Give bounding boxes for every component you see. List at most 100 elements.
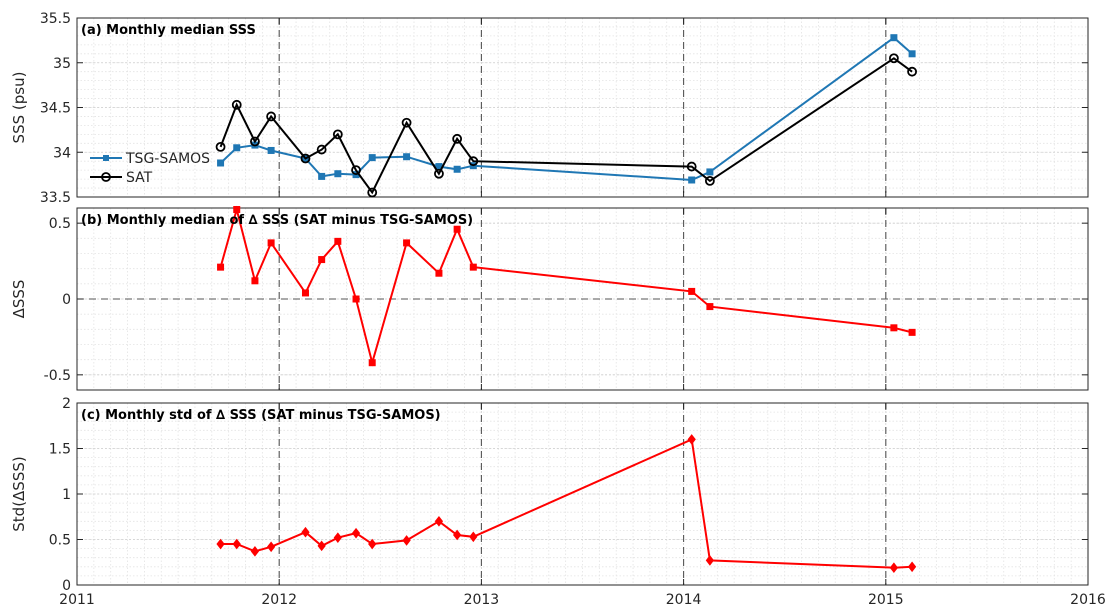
data-point xyxy=(215,141,226,152)
y-tick-label: 0.5 xyxy=(49,533,71,549)
data-point xyxy=(351,165,361,176)
panel-a: 33.5 34 34.5 35 35.5 SSS (psu) (a) Monthly med… xyxy=(10,11,1089,206)
data-point xyxy=(705,555,715,566)
panel-title: (a) Monthly median SSS xyxy=(81,23,256,38)
data-point xyxy=(890,34,898,42)
y-tick-label: 0 xyxy=(62,578,71,594)
data-point xyxy=(317,540,326,552)
legend-label: TSG-SAMOS xyxy=(125,151,210,167)
data-point xyxy=(688,176,696,184)
data-point xyxy=(453,225,461,233)
data-point xyxy=(368,359,376,367)
data-point xyxy=(402,535,411,546)
data-point xyxy=(907,561,917,573)
y-tick-label: 33.5 xyxy=(40,190,71,206)
data-point xyxy=(251,277,259,285)
data-point xyxy=(367,187,378,198)
data-point xyxy=(706,168,714,176)
x-tick-label: 2012 xyxy=(261,592,297,608)
data-point xyxy=(233,206,241,214)
y-tick-label: 0 xyxy=(62,292,71,308)
legend: TSG-SAMOS SAT xyxy=(90,151,210,186)
panel-c: 0 0.5 1 1.5 2 2011 2012 2013 2014 2015 2016 Std(ΔSS… xyxy=(10,396,1106,608)
legend-marker xyxy=(101,172,111,182)
data-point xyxy=(232,538,241,550)
data-point xyxy=(468,156,479,167)
data-point xyxy=(908,328,916,336)
y-tick-label: -0.5 xyxy=(44,368,71,384)
x-tick-label: 2015 xyxy=(868,592,904,608)
data-point xyxy=(316,144,327,155)
data-point xyxy=(890,324,898,332)
y-tick-label: 34 xyxy=(53,145,71,161)
data-point xyxy=(231,99,242,110)
series-line xyxy=(219,205,913,367)
data-point xyxy=(217,159,225,167)
data-point xyxy=(368,154,376,162)
data-point xyxy=(267,146,275,154)
data-point xyxy=(334,237,342,245)
data-point xyxy=(250,136,260,147)
data-point xyxy=(352,295,360,303)
data-point xyxy=(233,144,241,152)
data-point xyxy=(434,168,444,179)
panel-b: -0.5 0 0.5 ΔSSS (b) Monthly median of ∆ SSS … xyxy=(10,205,1089,391)
y-tick-label: 35.5 xyxy=(40,11,71,27)
legend-marker xyxy=(103,155,109,161)
x-tick-label: 2016 xyxy=(1070,592,1106,608)
data-point xyxy=(333,532,342,543)
data-point xyxy=(401,117,412,128)
data-point xyxy=(216,538,225,550)
data-point xyxy=(403,153,411,161)
data-point xyxy=(452,133,463,144)
data-point xyxy=(266,541,276,553)
data-point xyxy=(368,538,377,550)
data-point xyxy=(469,531,478,543)
data-point xyxy=(687,434,696,445)
x-tick-label: 2014 xyxy=(666,592,702,608)
data-point xyxy=(300,153,311,164)
x-tick-label: 2013 xyxy=(464,592,500,608)
y-tick-label: 34.5 xyxy=(40,101,71,117)
panel-title: (c) Monthly std of ∆ SSS (SAT minus TSG-… xyxy=(81,408,441,423)
data-point xyxy=(686,161,697,172)
data-point xyxy=(351,527,361,539)
data-point xyxy=(453,165,461,173)
series-line xyxy=(219,57,913,195)
y-axis-label: Std(ΔSSS) xyxy=(10,456,28,531)
data-point xyxy=(332,129,343,140)
data-point xyxy=(434,515,444,527)
y-tick-label: 2 xyxy=(62,396,71,412)
data-point xyxy=(217,263,225,271)
data-point xyxy=(301,289,309,297)
data-point xyxy=(469,263,477,271)
data-point xyxy=(889,562,899,574)
x-tick-label: 2011 xyxy=(59,592,95,608)
y-axis-label: ΔSSS xyxy=(10,280,28,319)
data-point xyxy=(688,287,696,295)
data-point xyxy=(267,239,275,247)
data-point xyxy=(301,526,310,538)
data-point xyxy=(318,172,326,180)
series-line xyxy=(220,437,913,569)
panel-title: (b) Monthly median of ∆ SSS (SAT minus T… xyxy=(81,213,473,228)
y-tick-label: 1 xyxy=(62,487,71,503)
data-point xyxy=(704,175,715,186)
y-tick-label: 1.5 xyxy=(49,442,71,458)
y-axis-label: SSS (psu) xyxy=(10,72,28,144)
data-point xyxy=(250,546,260,557)
data-point xyxy=(403,239,411,247)
data-point xyxy=(453,529,462,541)
data-point xyxy=(318,256,326,264)
data-point xyxy=(908,50,916,58)
data-point xyxy=(334,170,342,178)
series-line xyxy=(219,36,913,182)
data-point xyxy=(888,53,899,64)
y-tick-label: 35 xyxy=(53,56,71,72)
data-point xyxy=(435,269,443,277)
data-point xyxy=(907,66,917,77)
data-point xyxy=(706,303,714,311)
data-point xyxy=(266,111,277,122)
legend-label: SAT xyxy=(126,170,153,186)
